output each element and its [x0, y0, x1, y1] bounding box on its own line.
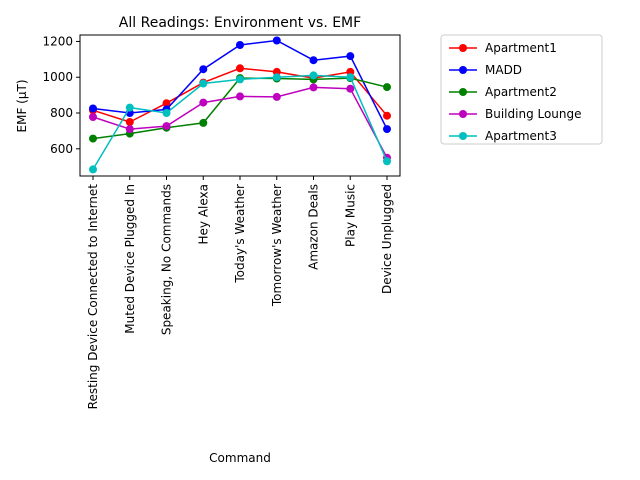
- x-tick-label-2: Speaking, No Commands: [160, 184, 174, 335]
- series-point-2-3: [199, 118, 208, 127]
- y-axis: 600 800 1000 1200: [42, 34, 80, 156]
- series-point-2-8: [383, 83, 391, 92]
- series-point-0-2: [162, 99, 171, 108]
- series-line-4: [92, 74, 388, 170]
- series-point-3-7: [346, 84, 355, 93]
- x-tick-label-3: Hey Alexa: [196, 184, 210, 245]
- legend-label-0: Apartment1: [485, 41, 557, 55]
- series-line-1: [92, 39, 388, 130]
- series-point-3-1: [125, 125, 134, 134]
- x-tick-label-6: Amazon Deals: [307, 184, 321, 270]
- x-tick-label-7: Play Music: [343, 184, 357, 247]
- y-tick-label-0: 600: [50, 142, 73, 156]
- series-point-1-4: [236, 41, 244, 49]
- series-point-3-2: [162, 122, 171, 131]
- x-tick-label-8: Device Unplugged: [380, 184, 394, 294]
- series-point-1-0: [89, 104, 97, 113]
- series-point-1-3: [199, 65, 208, 74]
- series-point-4-6: [309, 71, 318, 80]
- legend-marker-0: [459, 44, 467, 52]
- series-point-1-8: [383, 125, 391, 134]
- series-point-3-5: [272, 92, 281, 101]
- series-point-1-7: [346, 52, 355, 61]
- y-tick-label-2: 1000: [42, 70, 73, 84]
- series-point-4-2: [162, 109, 171, 117]
- x-tick-label-1: Muted Device Plugged In: [123, 184, 137, 334]
- x-tick-label-4: Today's Weather: [233, 184, 247, 284]
- series-point-3-4: [236, 92, 244, 101]
- series-point-3-3: [199, 98, 208, 107]
- legend: Apartment1 MADD Apartment2 Building Lounge A…: [440, 34, 603, 145]
- legend-label-2: Apartment2: [485, 85, 557, 99]
- legend-label-3: Building Lounge: [485, 107, 582, 121]
- y-tick-label-1: 800: [50, 106, 73, 120]
- series-point-4-8: [383, 157, 391, 166]
- x-axis: Resting Device Connected to Internet Mute…: [86, 176, 394, 409]
- legend-box: [440, 34, 603, 145]
- y-axis-label: EMF (µT): [15, 80, 29, 133]
- series-point-4-3: [199, 79, 208, 88]
- series-point-1-6: [309, 56, 318, 65]
- series-point-1-5: [272, 36, 281, 45]
- series-point-4-7: [346, 73, 355, 82]
- series-point-4-0: [89, 165, 97, 174]
- chart-title: All Readings: Environment vs. EMF: [119, 15, 361, 31]
- x-tick-label-5: Tomorrow's Weather: [270, 184, 284, 307]
- y-tick-label-3: 1200: [42, 34, 73, 48]
- x-axis-label: Command: [209, 451, 271, 465]
- legend-marker-3: [459, 110, 467, 118]
- series-point-3-6: [309, 83, 318, 92]
- series-point-0-1: [125, 118, 134, 126]
- series-point-0-8: [383, 111, 391, 120]
- series-point-4-4: [236, 75, 244, 84]
- series-point-3-0: [89, 113, 97, 121]
- plot-area: [89, 36, 391, 174]
- series-point-4-5: [272, 73, 281, 82]
- series-point-4-1: [125, 103, 134, 112]
- legend-marker-2: [459, 88, 467, 96]
- legend-label-4: Apartment3: [485, 129, 557, 143]
- legend-marker-4: [459, 132, 467, 140]
- legend-label-1: MADD: [485, 63, 522, 77]
- x-tick-label-0: Resting Device Connected to Internet: [86, 184, 100, 410]
- legend-marker-1: [459, 66, 467, 74]
- series-point-0-4: [236, 64, 244, 73]
- series-point-2-0: [89, 134, 97, 143]
